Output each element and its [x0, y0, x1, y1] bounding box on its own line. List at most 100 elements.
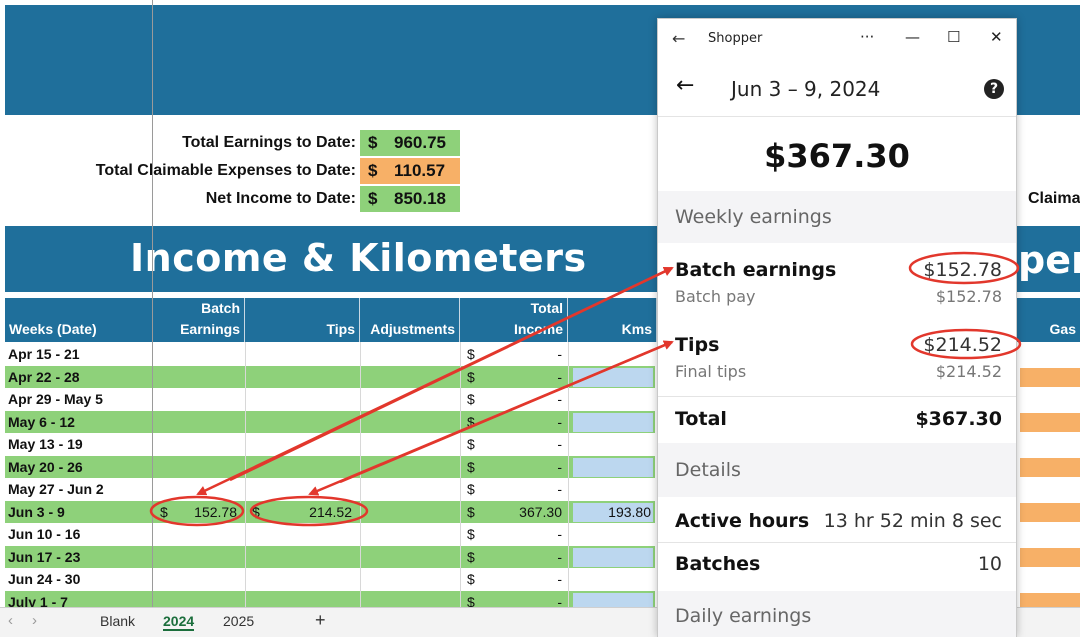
gas-cell[interactable] [1020, 367, 1080, 387]
col-header-batch-earnings[interactable]: Batch Earnings [153, 298, 245, 342]
back-arrow-icon[interactable]: ← [672, 29, 686, 48]
active-hours-value: 13 hr 52 min 8 sec [823, 510, 1002, 532]
batch-earnings-label: Batch earnings [675, 259, 837, 281]
total-earnings-value: 960.75 [394, 133, 446, 152]
total-income-cell[interactable]: - [557, 346, 562, 362]
kms-cell[interactable] [573, 345, 653, 364]
kms-cell[interactable] [573, 502, 653, 522]
column-gridline [568, 342, 569, 607]
gas-cell[interactable] [1020, 412, 1080, 432]
col-header-total-income[interactable]: Total Income [460, 298, 568, 342]
total-income-cell[interactable]: - [557, 593, 562, 610]
gas-cell[interactable] [1020, 390, 1080, 409]
week-cell[interactable]: July 1 - 7 [8, 593, 68, 610]
total-income-cell[interactable]: - [557, 481, 562, 497]
total-income-cell[interactable]: - [557, 391, 562, 407]
week-cell[interactable]: Jun 24 - 30 [8, 571, 81, 587]
back-arrow-icon[interactable]: ← [676, 73, 695, 98]
kms-cell[interactable] [573, 367, 653, 387]
total-income-cell[interactable]: - [557, 436, 562, 452]
week-cell[interactable]: Apr 29 - May 5 [8, 391, 103, 407]
total-income-cell[interactable]: - [557, 413, 562, 430]
currency-symbol: $ [160, 503, 168, 520]
window-title: Shopper [708, 31, 763, 46]
tips-label: Tips [675, 334, 720, 356]
gas-cell[interactable] [1020, 457, 1080, 477]
batch-earnings-cell[interactable]: 152.78 [194, 503, 237, 520]
kms-cell[interactable] [573, 435, 653, 454]
table-row[interactable]: Jun 24 - 30 $ - [0, 568, 1080, 591]
week-cell[interactable]: Apr 22 - 28 [8, 368, 80, 385]
net-income-cell[interactable]: $ 850.18 [360, 186, 460, 212]
week-cell[interactable]: May 27 - Jun 2 [8, 481, 104, 497]
more-options-icon[interactable]: ··· [860, 28, 875, 46]
week-cell[interactable]: May 20 - 26 [8, 458, 83, 475]
close-icon[interactable]: ✕ [990, 28, 1003, 46]
kms-cell[interactable] [573, 525, 653, 544]
week-cell[interactable]: Apr 15 - 21 [8, 346, 80, 362]
sheet-tab-2024[interactable]: 2024 [163, 613, 195, 631]
maximize-icon[interactable]: ☐ [947, 28, 961, 46]
week-cell[interactable]: May 6 - 12 [8, 413, 75, 430]
freeze-pane-line [152, 0, 153, 607]
batch-pay-row: Batch pay $152.78 [675, 287, 1002, 309]
col-header-weeks[interactable]: Weeks (Date) [5, 298, 153, 342]
gas-cell[interactable] [1020, 547, 1080, 567]
currency-symbol: $ [467, 481, 475, 497]
kms-cell[interactable] [573, 480, 653, 499]
kms-cell[interactable] [573, 412, 653, 432]
section-title: Income & Kilometers [130, 236, 587, 280]
table-row[interactable]: Jun 17 - 23 $ - [0, 545, 1080, 568]
batch-pay-label: Batch pay [675, 287, 756, 306]
gas-cell[interactable] [1020, 480, 1080, 499]
table-row[interactable]: Jun 10 - 16 $ - [0, 523, 1080, 546]
row-fill [5, 545, 655, 568]
kms-cell[interactable] [573, 390, 653, 409]
week-cell[interactable]: Jun 3 - 9 [8, 503, 65, 520]
chevron-right-icon[interactable]: › [32, 612, 37, 629]
final-tips-row: Final tips $214.52 [675, 362, 1002, 384]
gas-cell[interactable] [1020, 345, 1080, 364]
gas-cell[interactable] [1020, 570, 1080, 589]
week-cell[interactable]: Jun 10 - 16 [8, 526, 81, 542]
help-icon[interactable]: ? [984, 79, 1004, 99]
week-cell[interactable]: May 13 - 19 [8, 436, 83, 452]
details-section: Details [658, 443, 1016, 497]
add-sheet-icon[interactable]: + [315, 610, 326, 630]
total-income-cell[interactable]: - [557, 548, 562, 565]
daily-earnings-section[interactable]: Daily earnings [658, 591, 1016, 637]
total-income-cell[interactable]: - [557, 368, 562, 385]
tips-cell[interactable]: 214.52 [309, 503, 352, 520]
total-income-cell[interactable]: - [557, 458, 562, 475]
sheet-tab-2025[interactable]: 2025 [223, 613, 255, 629]
kms-cell[interactable] [573, 592, 653, 612]
currency-symbol: $ [467, 368, 475, 385]
sheet-tab-blank[interactable]: Blank [100, 613, 136, 629]
tips-value: $214.52 [923, 334, 1002, 356]
week-cell[interactable]: Jun 17 - 23 [8, 548, 81, 565]
kms-cell[interactable] [573, 457, 653, 477]
total-income-cell[interactable]: - [557, 571, 562, 587]
total-expenses-cell[interactable]: $ 110.57 [360, 158, 460, 184]
kms-cell[interactable] [573, 570, 653, 589]
batches-row: Batches 10 [675, 553, 1002, 579]
gas-cell[interactable] [1020, 435, 1080, 454]
currency-symbol: $ [467, 391, 475, 407]
col-header-adjustments[interactable]: Adjustments [360, 298, 460, 342]
col-header-kms[interactable]: Kms [568, 298, 657, 342]
minimize-icon[interactable]: — [905, 28, 920, 46]
total-income-cell[interactable]: - [557, 526, 562, 542]
batch-earnings-row[interactable]: Batch earnings $152.78 [675, 259, 1002, 285]
total-income-cell[interactable]: 367.30 [519, 503, 562, 520]
final-tips-label: Final tips [675, 362, 747, 381]
kms-cell[interactable] [573, 547, 653, 567]
col-header-gas[interactable]: Gas [1049, 321, 1076, 337]
gas-cell[interactable] [1020, 592, 1080, 612]
total-earnings-cell[interactable]: $ 960.75 [360, 130, 460, 156]
gas-cell[interactable] [1020, 502, 1080, 522]
chevron-left-icon[interactable]: ‹ [8, 612, 13, 629]
gas-cell[interactable] [1020, 525, 1080, 544]
date-range[interactable]: Jun 3 – 9, 2024 [731, 77, 881, 101]
tips-row[interactable]: Tips $214.52 [675, 334, 1002, 360]
col-header-tips[interactable]: Tips [245, 298, 360, 342]
